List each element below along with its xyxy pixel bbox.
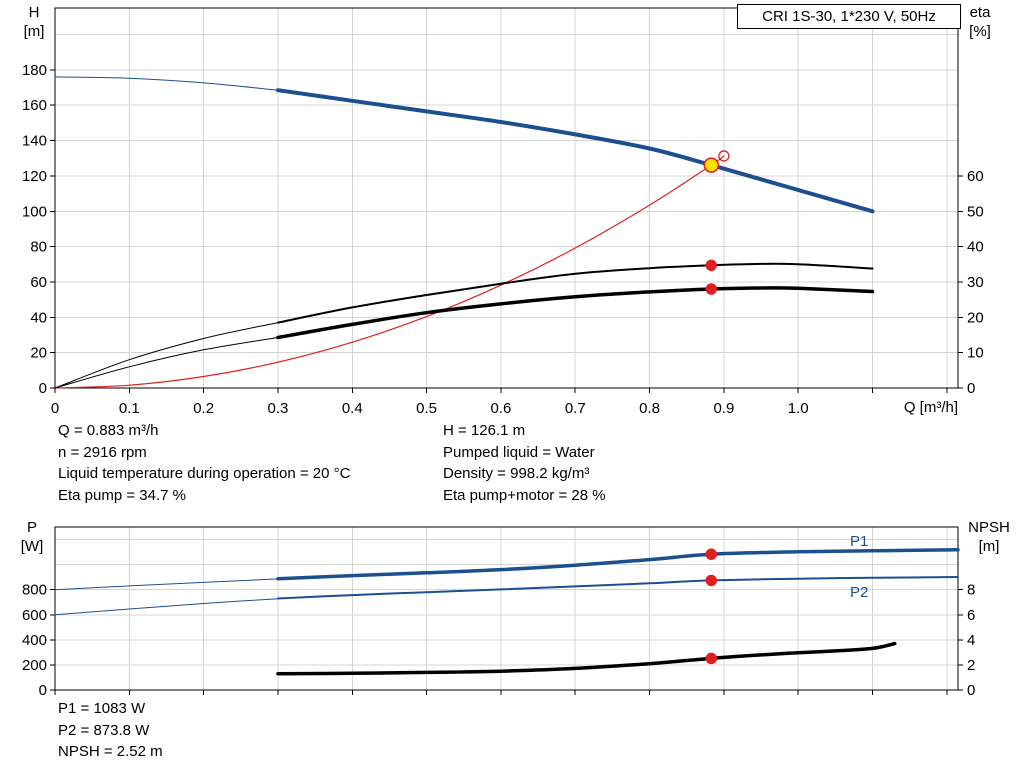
right-tick-label: 4	[967, 632, 975, 649]
left-tick-label: 600	[22, 607, 47, 624]
npsh-axis-title: NPSH [m]	[960, 518, 1018, 556]
left-tick-label: 400	[22, 632, 47, 649]
duty-info-column-1: Q = 0.883 m³/h n = 2916 rpm Liquid tempe…	[58, 420, 350, 506]
left-tick-label: 800	[22, 582, 47, 599]
x-tick-label: 0	[51, 400, 59, 417]
left-tick-label: 140	[22, 133, 47, 150]
x-tick-label: 0.7	[565, 400, 586, 417]
p-axis-title: P [W]	[12, 518, 52, 556]
info-density: Density = 998.2 kg/m³	[443, 465, 590, 482]
series-npsh	[276, 641, 897, 676]
x-tick-label: 1.0	[788, 400, 809, 417]
info-npsh: NPSH = 2.52 m	[58, 743, 163, 760]
chart-area-1: 0 200 400 600 800 0 2 4 6 8	[22, 526, 975, 699]
series-eta-pump-motor	[276, 286, 875, 340]
left-tick-label: 60	[30, 274, 47, 291]
series-h-curve	[276, 88, 875, 214]
info-eta-pump: Eta pump = 34.7 %	[58, 486, 186, 504]
h-axis-title-line2: [m]	[23, 23, 45, 40]
info-p1: P1 = 1083 W	[58, 700, 146, 717]
x-tick-label: 0.8	[639, 400, 660, 417]
right-tick-label: 30	[967, 274, 984, 291]
left-tick-label: 40	[30, 309, 47, 326]
p1-curve-label: P1	[850, 533, 869, 550]
right-tick-label: 0	[967, 682, 975, 699]
series-p1	[276, 548, 960, 581]
info-pumped-liquid: Pumped liquid = Water	[443, 443, 595, 461]
eta-axis-title: eta [%]	[958, 3, 1002, 41]
p-axis-title-line2: [W]	[20, 538, 44, 555]
x-tick-label: 0.1	[119, 400, 140, 417]
requested-duty-point	[718, 150, 730, 162]
npsh-point	[705, 652, 718, 665]
right-tick-label: 60	[967, 168, 984, 185]
left-tick-label: 20	[30, 345, 47, 362]
duty-info-column-2: H = 126.1 m Pumped liquid = Water Densit…	[443, 420, 606, 506]
series-system-curve	[54, 155, 725, 389]
eta-pump-motor-point	[705, 283, 718, 295]
plot-border	[54, 526, 959, 691]
right-tick-label: 0	[967, 380, 975, 397]
series-p2	[277, 576, 959, 600]
series-eta-pump-lead	[54, 322, 279, 389]
npsh-axis-title-line1: NPSH	[968, 519, 1010, 536]
left-tick-label: 120	[22, 168, 47, 185]
left-tick-label: 80	[30, 239, 47, 256]
x-tick-label: 0.3	[268, 400, 289, 417]
p-axis-title-line1: P	[26, 519, 37, 536]
right-tick-label: 40	[967, 239, 984, 256]
right-tick-label: 6	[967, 607, 975, 624]
series-eta-pump-motor-lead	[54, 337, 279, 389]
left-tick-label: 160	[22, 97, 47, 114]
info-h: H = 126.1 m	[443, 422, 526, 439]
duty-point[interactable]	[703, 157, 720, 173]
right-tick-label: 10	[967, 345, 984, 362]
left-tick-label: 200	[22, 657, 47, 674]
eta-pump-point	[705, 259, 718, 272]
left-tick-label: 0	[39, 682, 47, 699]
right-tick-label: 8	[967, 582, 975, 599]
info-eta-pump-motor: Eta pump+motor = 28 %	[443, 486, 606, 504]
series-p1-lead	[54, 578, 279, 591]
info-liquid-temp: Liquid temperature during operation = 20…	[58, 465, 351, 482]
right-tick-label: 50	[967, 203, 984, 220]
eta-axis-title-line1: eta	[969, 4, 991, 21]
left-tick-label: 100	[22, 203, 47, 220]
h-axis-title: H [m]	[14, 3, 54, 41]
right-tick-label: 20	[967, 309, 984, 326]
left-tick-label: 180	[22, 62, 47, 79]
pump-model-label: CRI 1S-30, 1*230 V, 50Hz	[737, 4, 961, 29]
eta-axis-title-line2: [%]	[969, 23, 991, 40]
x-tick-label: 0.2	[193, 400, 214, 417]
info-q: Q = 0.883 m³/h	[58, 422, 159, 439]
series-h-curve-extension	[54, 76, 279, 91]
left-tick-label: 0	[39, 380, 47, 397]
x-tick-label: 0.4	[342, 400, 363, 417]
x-tick-label: 0.6	[490, 400, 511, 417]
x-tick-label: 0.5	[416, 400, 437, 417]
right-tick-label: 2	[967, 657, 975, 674]
p1-point	[705, 548, 718, 560]
npsh-axis-title-line2: [m]	[978, 538, 1000, 555]
p2-point	[705, 574, 718, 587]
info-p2: P2 = 873.8 W	[58, 721, 150, 739]
series-p2-lead	[54, 598, 279, 616]
power-info-block: P1 = 1083 W P2 = 873.8 W NPSH = 2.52 m	[58, 698, 163, 763]
x-tick-label: 0.9	[713, 400, 734, 417]
info-n: n = 2916 rpm	[58, 443, 147, 461]
plot-border	[54, 7, 959, 389]
q-axis-title: Q [m³/h]	[903, 399, 958, 416]
chart-area-0: 0 0.1 0.2 0.3 0.4 0.5 0.6 0.7 0.8 0.9 1.0 0 20 40 60 80…	[22, 7, 984, 417]
h-axis-title-line1: H	[28, 4, 40, 21]
p2-curve-label: P2	[850, 584, 869, 601]
series-eta-pump	[277, 262, 874, 324]
